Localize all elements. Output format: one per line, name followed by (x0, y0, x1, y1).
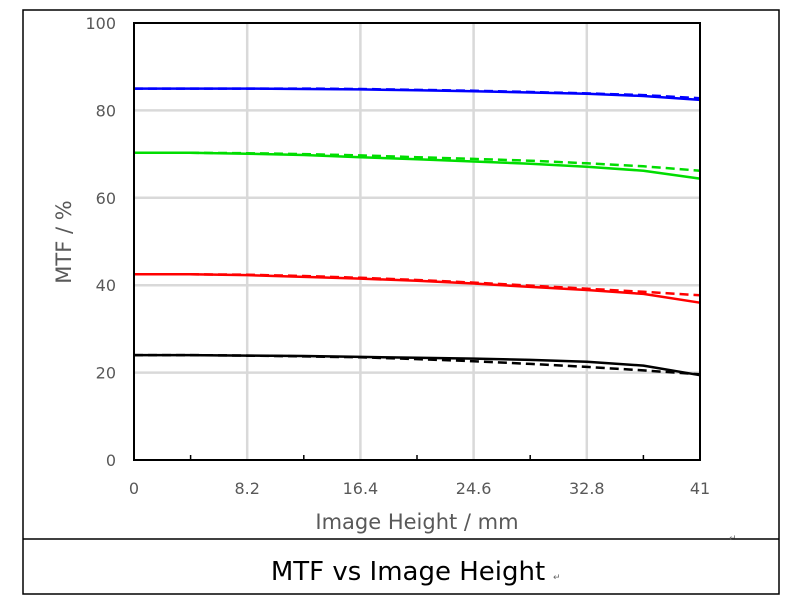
series-line-dashed (134, 273, 701, 297)
x-tick-label: 41 (690, 479, 710, 498)
y-tick-label: 100 (85, 14, 116, 33)
y-tick-labels: 0 20 40 60 80 100 (85, 14, 116, 470)
series-line-dashed (134, 87, 701, 100)
y-tick-label: 60 (96, 189, 116, 208)
y-tick-label: 20 (96, 364, 116, 383)
x-tick-labels: 0 8.2 16.4 24.6 32.8 41 (129, 479, 710, 498)
series-line-solid (134, 151, 701, 180)
y-tick-label: 0 (106, 451, 116, 470)
x-axis-label: Image Height / mm (315, 510, 518, 534)
series-group (134, 87, 701, 377)
x-tick-label: 32.8 (569, 479, 605, 498)
figure-caption: MTF vs Image Height (271, 557, 545, 587)
x-tick-label: 16.4 (343, 479, 379, 498)
figure-frame (22, 9, 780, 595)
y-tick-label: 40 (96, 276, 116, 295)
paragraph-mark: ↵ (729, 534, 737, 544)
series-line-dashed (134, 151, 701, 172)
series-line-solid (134, 353, 701, 377)
x-tick-label: 8.2 (234, 479, 259, 498)
gridlines (134, 23, 700, 460)
x-tick-label: 0 (129, 479, 139, 498)
series-line-dashed (134, 353, 701, 376)
y-tick-label: 80 (96, 101, 116, 120)
y-axis-label: MTF / % (52, 200, 76, 283)
x-tick-label: 24.6 (456, 479, 492, 498)
x-minor-ticks (189, 455, 645, 460)
caption-paragraph-mark: ↵ (553, 573, 561, 583)
